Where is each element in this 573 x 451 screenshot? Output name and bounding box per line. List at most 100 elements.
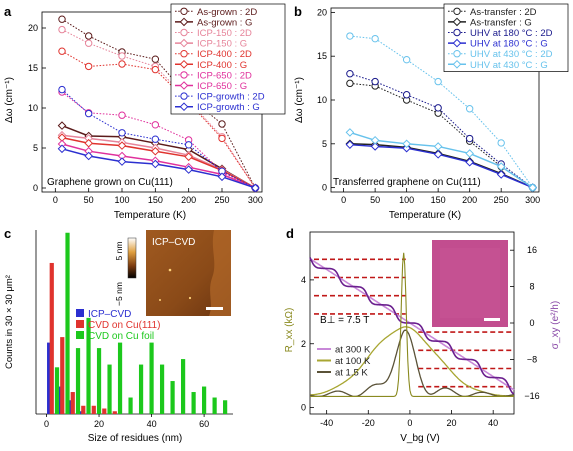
data-point [57, 144, 67, 154]
bar [117, 342, 123, 414]
data-point [184, 141, 193, 149]
legend-entry: CVD on Cu(111) [88, 320, 160, 331]
y-tick-label-right: −16 [524, 391, 539, 401]
panel-a-xlabel: Temperature (K) [114, 210, 186, 221]
panel-c-letter: c [4, 226, 11, 241]
bar [86, 317, 91, 414]
legend-marker [180, 50, 188, 58]
y-tick-label: 10 [28, 103, 38, 113]
panel-b-annotation: Transferred graphene on Cu(111) [333, 177, 481, 188]
panel-c-inset: 5 nm −5 nm ICP–CVD [114, 230, 231, 316]
bar [191, 392, 196, 414]
panel-a-chart: 0 50 100 150 200 250 300 0 5 10 15 20 As-grown : 2DA… [28, 3, 286, 205]
data-point [402, 55, 411, 64]
legend-entry: UHV at 180 °C : 2D [470, 28, 553, 39]
data-point [371, 34, 379, 43]
data-point [84, 109, 93, 118]
data-point [465, 105, 474, 113]
bar [57, 386, 62, 414]
data-point [433, 150, 443, 159]
legend-entry: at 300 K [335, 345, 371, 356]
data-point [118, 60, 126, 68]
y-tick-label-left: 0 [301, 403, 306, 413]
data-point [433, 142, 443, 151]
bar [68, 400, 73, 414]
data-point [117, 157, 127, 166]
bar [180, 359, 186, 414]
bar [49, 262, 54, 414]
series-line [349, 82, 533, 189]
scale-bar-d [484, 318, 500, 321]
data-point [84, 151, 93, 161]
bar [102, 408, 107, 414]
y-tick-label: 20 [28, 23, 38, 33]
legend-entry: As-transfer : G [470, 17, 532, 28]
panel-d-field-label: B⊥ = 7.5 T [320, 315, 369, 326]
legend-entry: UHV at 180 °C : G [470, 39, 548, 50]
legend-entry: ICP-150 : 2D [197, 28, 252, 39]
legend-marker [180, 7, 188, 16]
bar [96, 348, 102, 414]
data-point [217, 172, 227, 182]
bar [159, 364, 165, 414]
bar [212, 397, 217, 414]
bar [60, 337, 65, 414]
x-tick-label: 100 [114, 195, 129, 205]
bar [70, 392, 75, 414]
x-tick-label: 200 [462, 195, 477, 205]
panel-b-ylabel: Δω (cm⁻¹) [294, 77, 305, 123]
data-point [84, 138, 93, 148]
legend-entry: ICP-growth : G [197, 102, 260, 113]
legend-marker [180, 71, 188, 79]
data-point [84, 39, 93, 47]
legend-marker [452, 17, 462, 27]
data-point [465, 157, 474, 167]
data-point [497, 139, 505, 147]
data-point [58, 85, 66, 94]
data-point [402, 139, 411, 149]
x-tick-label: 150 [431, 195, 446, 205]
bar [81, 405, 86, 414]
data-point [465, 134, 474, 143]
y-tick-label: 0 [33, 183, 38, 193]
bar [202, 386, 207, 414]
legend-marker [179, 59, 189, 69]
legend-box [443, 3, 569, 72]
legend-swatch [76, 331, 84, 339]
legend-entry: As-transfer : 2D [470, 7, 537, 18]
scale-bar [206, 307, 223, 310]
bar [170, 381, 175, 414]
colorbar [127, 237, 137, 279]
bar [223, 400, 228, 414]
data-point [465, 149, 474, 158]
y-tick-label-left: 2 [301, 339, 306, 349]
x-tick-label: 50 [84, 195, 94, 205]
panel-b-letter: b [294, 4, 302, 19]
data-point [346, 79, 354, 88]
data-point [118, 129, 126, 137]
data-point [218, 120, 226, 128]
bar [91, 405, 96, 414]
panel-d-letter: d [286, 226, 294, 241]
bar [65, 232, 70, 414]
sigma-xy-1.5K [309, 257, 515, 395]
legend-entry: at 1.5 K [335, 368, 368, 379]
panel-d-inset [432, 240, 508, 327]
data-point [58, 15, 66, 23]
y-tick-label: 5 [322, 139, 327, 149]
legend-entry: ICP-400 : 2D [197, 49, 252, 60]
y-tick-label: 15 [28, 63, 38, 73]
panel-b-xlabel: Temperature (K) [389, 210, 461, 221]
legend-marker [452, 59, 462, 69]
x-tick-label: 300 [248, 195, 263, 205]
x-tick-label: 40 [147, 419, 157, 429]
legend-marker [180, 28, 188, 37]
rxx-peak [310, 252, 514, 397]
data-point [402, 91, 411, 99]
bar [149, 342, 154, 414]
legend-entry: ICP-650 : 2D [197, 70, 252, 81]
data-point [58, 25, 66, 34]
legend-entry: UHV at 430 °C : G [470, 60, 548, 71]
